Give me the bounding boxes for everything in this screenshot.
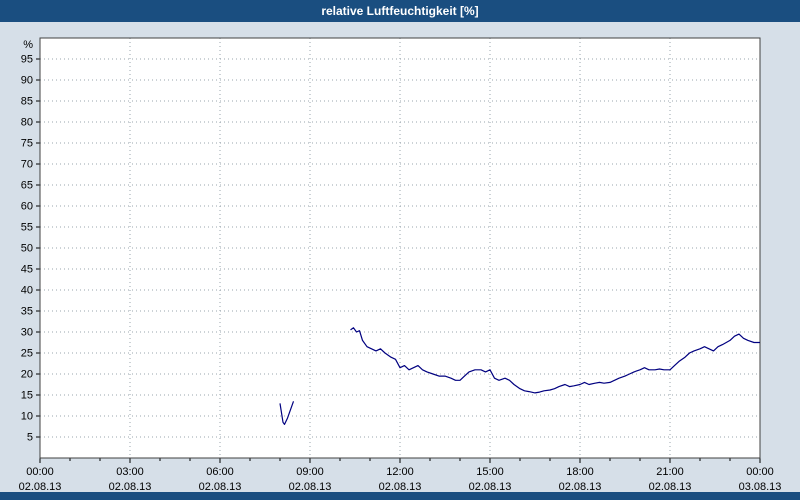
- window-title-bar: relative Luftfeuchtigkeit [%]: [0, 0, 800, 22]
- y-tick-label: 25: [21, 348, 33, 360]
- x-tick-time-label: 15:00: [476, 466, 504, 478]
- x-tick-time-label: 00:00: [746, 466, 774, 478]
- y-tick-label: 20: [21, 369, 33, 381]
- y-tick-label: 70: [21, 159, 33, 171]
- y-tick-label: 65: [21, 180, 33, 192]
- y-tick-label: 15: [21, 390, 33, 402]
- y-tick-label: 5: [27, 432, 33, 444]
- x-tick-time-label: 03:00: [116, 466, 144, 478]
- y-tick-label: 75: [21, 138, 33, 150]
- plot-frame: [39, 37, 761, 459]
- y-axis-unit-label: %: [23, 39, 33, 51]
- x-tick-time-label: 12:00: [386, 466, 414, 478]
- x-tick-time-label: 21:00: [656, 466, 684, 478]
- y-tick-label: 45: [21, 264, 33, 276]
- y-tick-label: 30: [21, 327, 33, 339]
- chart-container: 5 10 15 20 25 30 35 40 45 50 55 60 65 70 75 80 85 90 95% 00…: [0, 22, 800, 492]
- y-tick-label: 10: [21, 411, 33, 423]
- x-tick-date-label: 02.08.13: [379, 481, 422, 492]
- y-tick-label: 55: [21, 222, 33, 234]
- x-tick-time-label: 09:00: [296, 466, 324, 478]
- x-tick-date-label: 03.08.13: [739, 481, 782, 492]
- x-tick-date-label: 02.08.13: [289, 481, 332, 492]
- y-tick-label: 40: [21, 285, 33, 297]
- x-tick-date-label: 02.08.13: [469, 481, 512, 492]
- y-tick-label: 90: [21, 75, 33, 87]
- y-tick-label: 50: [21, 243, 33, 255]
- x-tick-date-label: 02.08.13: [649, 481, 692, 492]
- y-tick-label: 35: [21, 306, 33, 318]
- x-tick-time-label: 00:00: [26, 466, 54, 478]
- x-tick-date-label: 02.08.13: [199, 481, 242, 492]
- bottom-bar: [0, 492, 800, 500]
- humidity-early-segment: [279, 401, 295, 425]
- y-tick-label: 85: [21, 96, 33, 108]
- x-tick-time-label: 06:00: [206, 466, 234, 478]
- humidity-line-chart: 5 10 15 20 25 30 35 40 45 50 55 60 65 70 75 80 85 90 95% 00…: [19, 37, 782, 492]
- y-tick-label: 60: [21, 201, 33, 213]
- humidity-main-segment: [350, 327, 760, 394]
- y-tick-label: 95: [21, 54, 33, 66]
- y-tick-label: 80: [21, 117, 33, 129]
- x-tick-date-label: 02.08.13: [19, 481, 62, 492]
- window-title: relative Luftfeuchtigkeit [%]: [321, 4, 479, 18]
- x-tick-time-label: 18:00: [566, 466, 594, 478]
- x-tick-date-label: 02.08.13: [109, 481, 152, 492]
- x-tick-date-label: 02.08.13: [559, 481, 602, 492]
